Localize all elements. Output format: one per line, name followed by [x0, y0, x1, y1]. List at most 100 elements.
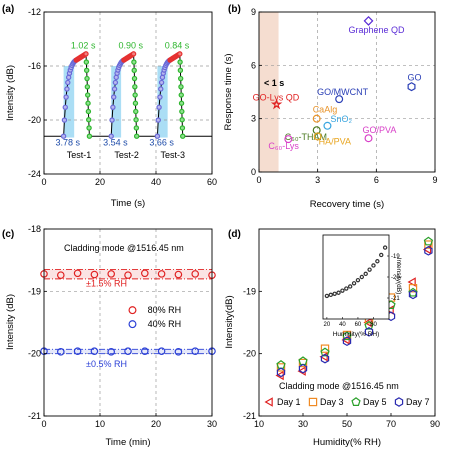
panel-a-fall-point [179, 117, 185, 123]
panel-a-xtick-label: 0 [41, 177, 46, 187]
panel-a-rise-point [156, 104, 162, 110]
panel-b-ytick-label: 6 [251, 60, 256, 70]
panel-a-fall-point [177, 67, 184, 74]
panel-d-point [276, 360, 286, 369]
panel-d-legend-label: Day 1 [277, 397, 301, 407]
panel-c-point [157, 270, 166, 278]
panel-c-point [191, 270, 200, 278]
panel-c-point [90, 270, 99, 279]
panel-c-xtick-label: 0 [41, 419, 46, 429]
panel-c-ylabel: Intensity (dB) [5, 294, 16, 350]
panel-d-legend-label: Day 5 [363, 397, 387, 407]
panel-d-xtick-label: 30 [298, 419, 308, 429]
panel-a-fall-point [133, 117, 139, 123]
panel-d-point [424, 240, 433, 249]
panel-d-inset-point [347, 284, 353, 289]
panel-d-inset-point [351, 281, 357, 286]
panel-d-inset-xtick-label: 20 [324, 322, 331, 328]
panel-c-point [124, 347, 132, 355]
panel-a-rise-point [109, 117, 115, 123]
panel-a-xtick-label: 20 [95, 177, 105, 187]
panel-a-fall-point [85, 108, 92, 115]
panel-c-legend-label: 80% RH [148, 305, 182, 315]
panel-c-ytick-label: -20 [28, 349, 41, 359]
panel-c-point [191, 347, 200, 355]
panel-a-fall-point [84, 84, 91, 90]
panel-a-rise-point [63, 94, 69, 100]
panel-a: (a) 0 20 40 60 -12 -16 -20 -24 Time (s) Intensi… [2, 4, 217, 209]
panel-c-title: Cladding mode @1516.45 nm [64, 243, 184, 253]
panel-a-fall-point [178, 100, 185, 106]
panel-a-fall-point [133, 108, 139, 115]
panel-d-inset-point [336, 290, 341, 295]
panel-b-ytick-label: 9 [251, 7, 256, 17]
panel-b-xtick-label: 6 [374, 175, 379, 185]
panel-c-band [44, 269, 212, 279]
panel-a-fall-point [86, 133, 93, 139]
panel-c-xlabel: Time (min) [105, 437, 150, 448]
panel-d-inset-point [363, 271, 368, 277]
panel-a-fall-point [177, 75, 184, 82]
panel-d-inset-point [367, 267, 372, 272]
panel-c-point [174, 270, 183, 279]
panel-d-legend-marker [351, 397, 361, 406]
panel-c-legend-marker [128, 320, 137, 329]
panel-a-fall-point [133, 125, 140, 131]
panel-d-inset-point [371, 263, 376, 268]
panel-d-legend-marker [264, 397, 273, 407]
panel-b-point [364, 134, 373, 143]
panel-a-ytick-label: -24 [28, 169, 41, 179]
panel-b-frame [258, 11, 436, 173]
panel-d-xtick-label: 70 [386, 419, 396, 429]
panel-a-fall-point [83, 67, 90, 74]
panel-a-xtick-label: 60 [207, 177, 217, 187]
panel-a-fall-point [85, 92, 91, 98]
panel-c-band [44, 349, 212, 354]
panel-b-ytick-label: 3 [251, 114, 256, 124]
panel-a-fall-time-label: 1.02 s [71, 40, 96, 50]
panel-d-inset-frame [322, 234, 390, 320]
panel-b-point-label: Graphene QD [349, 25, 406, 35]
panel-a-rise-point [155, 117, 161, 123]
panel-d-point [320, 344, 330, 353]
panel-a-rise-point [111, 94, 117, 100]
panel-a-frame [43, 11, 213, 175]
panel-b-point [313, 132, 322, 141]
panel-a-fall-point [131, 75, 138, 82]
panel-d-inset-xtick-label: 40 [339, 322, 346, 328]
panel-a-rise-point [111, 86, 118, 92]
panel-d-ytick-label: -20 [243, 349, 256, 359]
panel-b-point-label: GO [408, 73, 422, 83]
panel-d-point [298, 356, 308, 366]
panel-a-fall-point [179, 125, 186, 131]
panel-a-rise-time-label: 3.66 s [149, 138, 174, 148]
panel-c-band-label: ±0.5% RH [86, 359, 127, 369]
panel-d-point [342, 331, 352, 341]
panel-d-point [342, 336, 352, 347]
panel-b-point-label: C₆₀-Lys [268, 141, 299, 151]
panel-d-point [320, 353, 330, 364]
panel-a-fall-point [84, 75, 90, 82]
panel-d-ytick-label: -19 [243, 286, 256, 296]
panel-d-ytick-label: -21 [243, 411, 256, 421]
panel-a-fall-time-label: 0.84 s [165, 40, 190, 50]
panel-d-inset-point [340, 288, 345, 293]
panel-d-inset-xtick-label: 60 [355, 322, 362, 328]
panel-a-rise-point [108, 133, 114, 139]
panel-c-point [90, 347, 99, 355]
panel-b-point [323, 121, 332, 130]
panel-b-ylabel: Response time (s) [223, 53, 234, 130]
panel-d-point [320, 347, 330, 357]
panel-a-label: (a) [2, 4, 14, 15]
panel-d-inset-point [332, 291, 337, 296]
panel-d-inset-xtick-label: 80 [370, 322, 377, 328]
panel-c-point [73, 347, 82, 355]
panel-a-fall-point [133, 133, 140, 139]
panel-a-rise-shade [111, 66, 122, 138]
panel-c-xtick-label: 10 [95, 419, 105, 429]
panel-a-high-point [130, 51, 137, 57]
panel-b-point-label: HA/PVA [319, 136, 351, 146]
panel-a-xlabel: Time (s) [111, 198, 145, 209]
panel-a-fall-point [180, 133, 186, 139]
